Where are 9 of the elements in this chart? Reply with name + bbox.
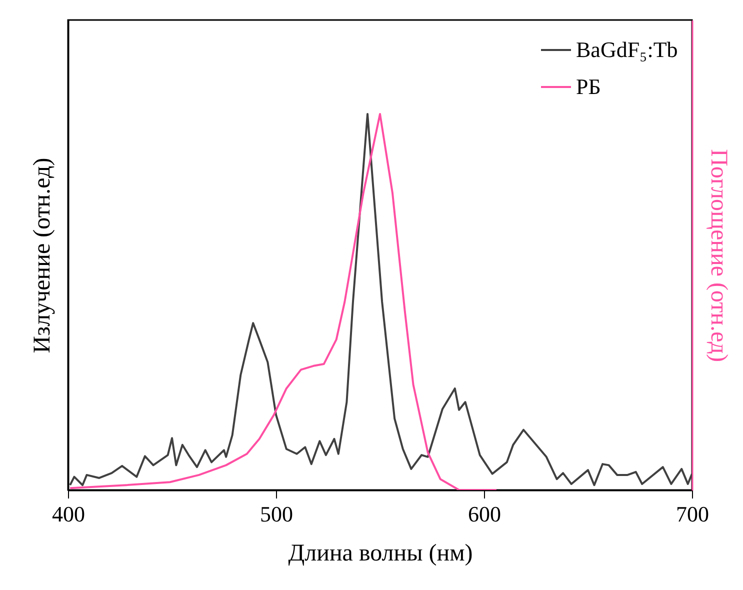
x-tick-label: 500 <box>260 502 293 526</box>
x-axis-title: Длина волны (нм) <box>288 540 473 566</box>
legend-label: BaGdF₅:Tb <box>576 37 678 62</box>
x-tick-label: 600 <box>468 502 501 526</box>
legend-label: РБ <box>576 74 601 99</box>
x-tick-label: 700 <box>676 502 709 526</box>
x-tick-label: 400 <box>52 502 85 526</box>
y-axis-title: Излучение (отн.ед) <box>30 158 56 354</box>
y2-axis-title: Поглощение (отн.ед) <box>706 149 732 362</box>
